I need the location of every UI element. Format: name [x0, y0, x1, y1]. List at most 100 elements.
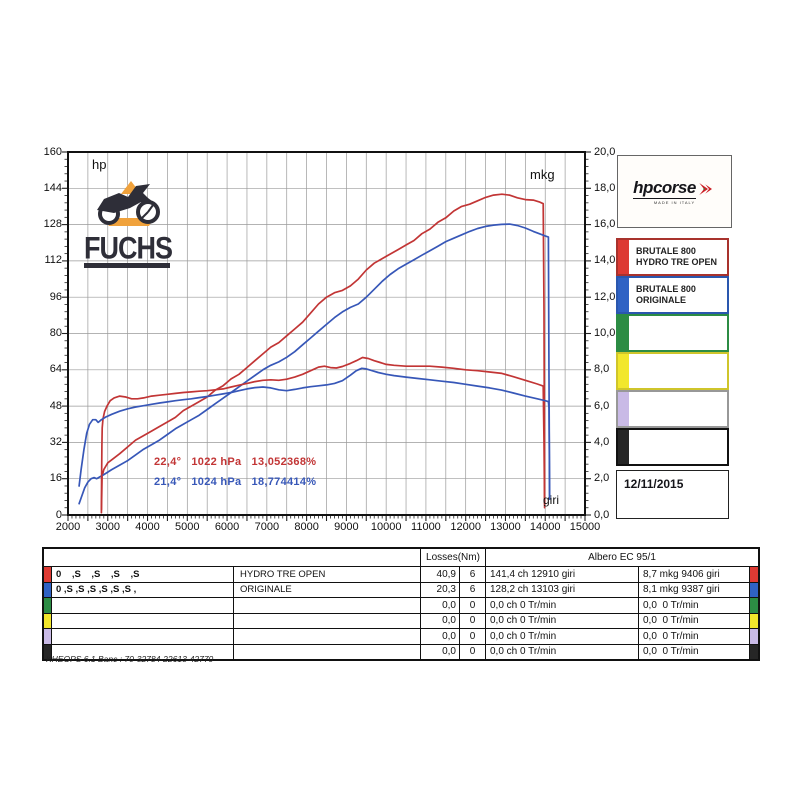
legend-item-5 [616, 390, 729, 428]
row-color-left [44, 613, 52, 628]
row-torque-peak: 0,0 0 Tr/min [639, 598, 750, 613]
legend-panel: BRUTALE 800 HYDRO TRE OPEN BRUTALE 800 ORIG… [616, 238, 729, 466]
x-axis-unit-label: giri [543, 493, 560, 507]
row-gears: 0 ,S ,S ,S ,S [52, 567, 234, 582]
dyno-chart-plot [62, 151, 591, 521]
row-color-left [44, 567, 52, 582]
row-gears [52, 598, 234, 613]
test-conditions-blue: 21,4° 1024 hPa 18,774414% [154, 476, 317, 488]
row-name [234, 629, 421, 644]
row-color-right [750, 567, 758, 582]
table-row-5: 0,0 0 0,0 ch 0 Tr/min 0,0 0 Tr/min [44, 628, 758, 644]
row-loss: 0,0 [421, 644, 460, 659]
y-left-tick-label: 48 [49, 399, 62, 412]
legend-color-swatch [618, 430, 629, 464]
row-count: 0 [460, 644, 486, 659]
y-right-tick-label: 8,0 [594, 363, 610, 376]
curve-originale-power [78, 223, 551, 505]
row-count: 0 [460, 598, 486, 613]
fuchs-logo: FUCHS [84, 180, 184, 268]
y-left-tick-label: 160 [43, 145, 62, 158]
table-row-2: 0 ,S ,S ,S ,S ,S ,S , ORIGINALE 20,3 6 128,2… [44, 581, 758, 597]
row-name: HYDRO TRE OPEN [234, 567, 421, 582]
legend-label: BRUTALE 800 ORIGINALE [636, 284, 696, 305]
row-power-peak: 0,0 ch 0 Tr/min [486, 644, 639, 659]
row-torque-peak: 0,0 0 Tr/min [639, 613, 750, 628]
row-color-left [44, 598, 52, 613]
row-loss: 0,0 [421, 629, 460, 644]
x-tick-label: 12000 [450, 521, 481, 533]
row-color-right [750, 629, 758, 644]
header-albero: Albero EC 95/1 [588, 552, 656, 563]
y-left-tick-label: 112 [44, 254, 62, 267]
x-tick-label: 11000 [411, 521, 441, 533]
row-loss: 20,3 [421, 582, 460, 597]
y-right-tick-label: 14,0 [594, 254, 616, 267]
row-torque-peak: 8,7 mkg 9406 giri [639, 567, 750, 582]
row-power-peak: 0,0 ch 0 Tr/min [486, 613, 639, 628]
motorcycle-icon [97, 181, 160, 226]
date-box: 12/11/2015 [616, 470, 729, 519]
x-tick-label: 14000 [529, 521, 561, 533]
row-name [234, 613, 421, 628]
header-empty [44, 549, 421, 566]
table-row-3: 0,0 0 0,0 ch 0 Tr/min 0,0 0 Tr/min [44, 597, 758, 613]
y-right-tick-label: 18,0 [594, 181, 616, 194]
x-tick-label: 3000 [95, 521, 120, 533]
row-power-peak: 0,0 ch 0 Tr/min [486, 629, 639, 644]
legend-color-swatch [618, 278, 629, 312]
y-left-tick-label: 128 [43, 218, 62, 231]
test-conditions-red: 22,4° 1022 hPa 13,052368% [154, 456, 317, 468]
y-left-tick-label: 64 [49, 363, 62, 376]
left-axis-unit-label: hp [92, 157, 107, 172]
legend-item-6 [616, 428, 729, 466]
y-right-tick-label: 12,0 [594, 290, 616, 303]
x-tick-label: 13000 [490, 521, 521, 533]
row-loss: 0,0 [421, 613, 460, 628]
y-left-tick-label: 0 [55, 508, 62, 521]
y-right-tick-label: 6,0 [594, 399, 610, 412]
legend-item-2: BRUTALE 800 ORIGINALE [616, 276, 729, 314]
legend-label [629, 430, 636, 464]
table-row-4: 0,0 0 0,0 ch 0 Tr/min 0,0 0 Tr/min [44, 612, 758, 628]
right-axis-unit-label: mkg [530, 167, 555, 182]
hpcorse-logo-text: hpcorse [633, 178, 696, 199]
legend-label [629, 354, 636, 388]
row-color-right [750, 613, 758, 628]
y-left-tick-label: 80 [49, 327, 62, 339]
row-name: ORIGINALE [234, 582, 421, 597]
row-torque-peak: 0,0 0 Tr/min [639, 629, 750, 644]
row-name [234, 598, 421, 613]
row-power-peak: 128,2 ch 13103 giri [486, 582, 639, 597]
row-gears [52, 613, 234, 628]
fuchs-logo-text: FUCHS [84, 230, 173, 266]
legend-item-4 [616, 352, 729, 390]
y-left-tick-label: 32 [49, 435, 62, 448]
test-date: 12/11/2015 [624, 477, 684, 491]
legend-label [629, 316, 636, 350]
plot-border [67, 151, 586, 516]
row-count: 6 [460, 567, 486, 582]
fuchs-logo-underline [84, 263, 170, 268]
x-tick-label: 8000 [294, 521, 319, 533]
software-bench-note: KHEOPS 6.1 Banc : 70-32784-22613-42770 [46, 654, 214, 664]
y-left-tick-label: 96 [49, 290, 62, 303]
row-color-right [750, 644, 758, 659]
curve-hydro-tre-open-torque [100, 356, 546, 511]
row-color-left [44, 629, 52, 644]
header-losses: Losses(Nm) [421, 549, 486, 566]
x-tick-label: 9000 [334, 521, 359, 533]
row-torque-peak: 8,1 mkg 9387 giri [639, 582, 750, 597]
row-gears [52, 629, 234, 644]
y-right-tick-label: 4,0 [594, 435, 610, 448]
x-tick-label: 15000 [569, 521, 601, 533]
legend-color-swatch [618, 354, 629, 388]
x-tick-label: 2000 [55, 521, 81, 533]
row-loss: 0,0 [421, 598, 460, 613]
y-left-tick-label: 144 [43, 181, 62, 194]
row-color-right [750, 598, 758, 613]
table-header-row: Losses(Nm) Albero EC 95/1 [44, 549, 758, 566]
legend-color-swatch [618, 392, 629, 426]
x-tick-label: 6000 [214, 521, 240, 533]
curve-hydro-tre-open-power [100, 193, 546, 514]
